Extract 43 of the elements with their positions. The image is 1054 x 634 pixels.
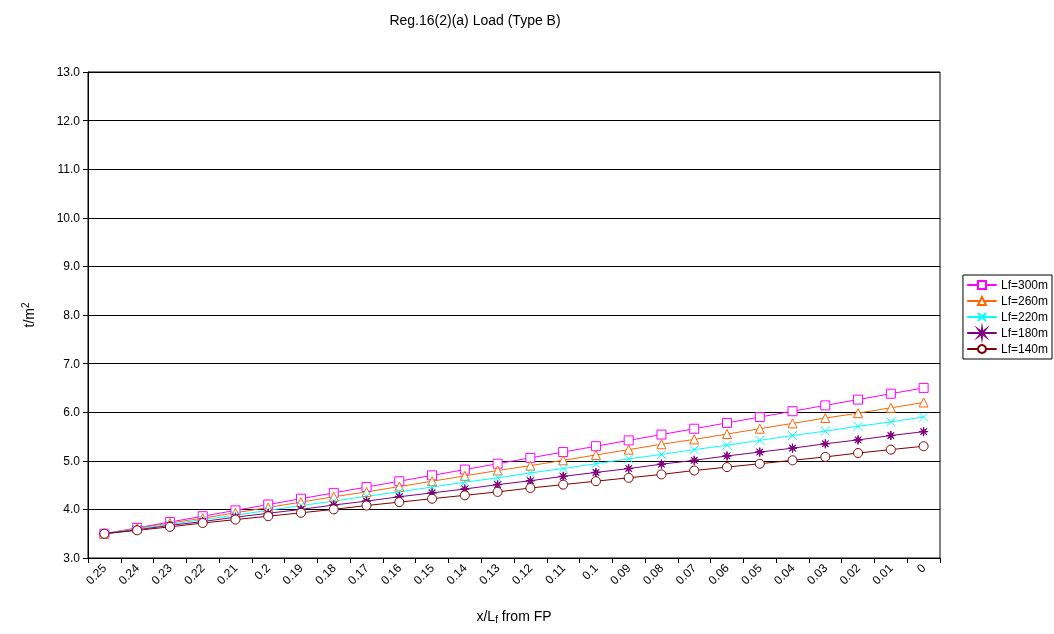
x-tick-label: 0.02 [836, 560, 864, 588]
y-tick-label: 12.0 [56, 113, 81, 128]
legend-label: Lf=260m [1000, 294, 1049, 308]
y-tick-label: 4.0 [63, 502, 81, 517]
x-tick-label: 0.15 [410, 560, 438, 588]
x-tick-label: 0.2 [251, 560, 274, 583]
x-tick-label: 0.21 [214, 560, 241, 588]
y-tick-label: 13.0 [56, 65, 81, 79]
x-tick-label: 0.12 [508, 560, 536, 588]
x-tick-label: 0.1 [579, 560, 602, 583]
y-tick-label: 5.0 [63, 453, 81, 468]
x-tick-label: 0.23 [148, 560, 176, 588]
y-tick-label: 3.0 [63, 551, 81, 565]
y-tick-label: 7.0 [63, 356, 81, 371]
legend-label: Lf=180m [1000, 326, 1049, 340]
x-tick-label: 0.13 [476, 560, 503, 588]
x-tick-label: 0.18 [312, 560, 339, 588]
x-tick-label: 0 [913, 560, 929, 576]
x-tick-label: 0.08 [640, 560, 667, 588]
x-tick-label: 0.03 [803, 560, 831, 588]
y-tick-label: 6.0 [63, 405, 81, 420]
x-tick-label: 0.01 [869, 560, 897, 588]
x-tick-label: 0.16 [377, 560, 405, 588]
y-tick-label: 9.0 [63, 259, 81, 274]
x-tick-label: 0.14 [443, 560, 471, 588]
x-tick-label: 0.06 [705, 560, 733, 588]
y-tick-label: 11.0 [57, 162, 81, 177]
y-tick-label: 10.0 [56, 210, 81, 225]
y-axis-title: t/m2 [19, 302, 37, 328]
legend-label: Lf=220m [1000, 310, 1049, 324]
x-tick-label: 0.22 [181, 560, 208, 588]
x-tick-label: 0.05 [738, 560, 765, 588]
legend-label: Lf=300m [1000, 278, 1049, 292]
legend-label: Lf=140m [1000, 342, 1049, 356]
x-tick-label: 0.11 [542, 560, 569, 587]
x-axis-title: x/Lf from FP [476, 608, 552, 625]
chart-title: Reg.16(2)(a) Load (Type B) [389, 12, 561, 28]
y-tick-label: 8.0 [63, 308, 81, 322]
x-tick-label: 0.25 [82, 560, 110, 588]
x-tick-label: 0.24 [115, 560, 143, 588]
x-tick-label: 0.09 [607, 560, 634, 588]
x-tick-label: 0.04 [771, 560, 798, 588]
x-tick-label: 0.19 [279, 560, 307, 588]
